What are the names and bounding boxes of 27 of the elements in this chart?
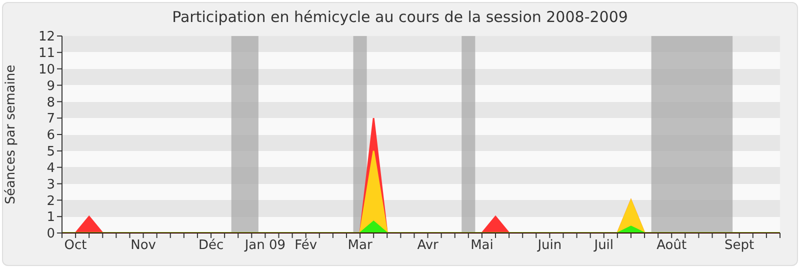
- y-tick-label: 4: [46, 160, 55, 176]
- y-tick-label: 7: [46, 112, 55, 127]
- x-tick-label: Mai: [470, 238, 494, 254]
- x-tick-label: Fév: [294, 238, 318, 254]
- y-tick-label: 1: [46, 210, 55, 226]
- y-axis-title: Séances par semaine: [4, 64, 19, 204]
- y-tick-label: 9: [46, 78, 55, 94]
- y-tick-label: 0: [46, 226, 55, 242]
- x-tick-label: Nov: [130, 238, 156, 254]
- x-tick-label: Déc: [198, 238, 224, 254]
- chart-title: Participation en hémicycle au cours de la session 2008-2009: [171, 8, 629, 26]
- y-tick-label: 11: [38, 46, 55, 62]
- x-tick-label: Jan 09: [244, 238, 286, 254]
- y-tick-label: 3: [46, 177, 55, 192]
- x-tick-label: Juil: [593, 238, 614, 254]
- x-tick-label: Sept: [724, 238, 754, 254]
- y-tick-label: 8: [46, 95, 55, 110]
- y-tick-label: 5: [46, 144, 55, 160]
- y-tick-label: 10: [38, 62, 55, 78]
- y-tick-label: 6: [46, 128, 55, 144]
- x-tick-label: Avr: [417, 238, 440, 254]
- y-tick-label: 2: [46, 194, 55, 209]
- y-tick-label: 12: [38, 30, 55, 45]
- x-tick-label: Mar: [348, 238, 373, 254]
- x-tick-label: Août: [656, 238, 687, 254]
- x-tick-label: Juin: [536, 238, 562, 254]
- x-tick-label: Oct: [64, 238, 87, 254]
